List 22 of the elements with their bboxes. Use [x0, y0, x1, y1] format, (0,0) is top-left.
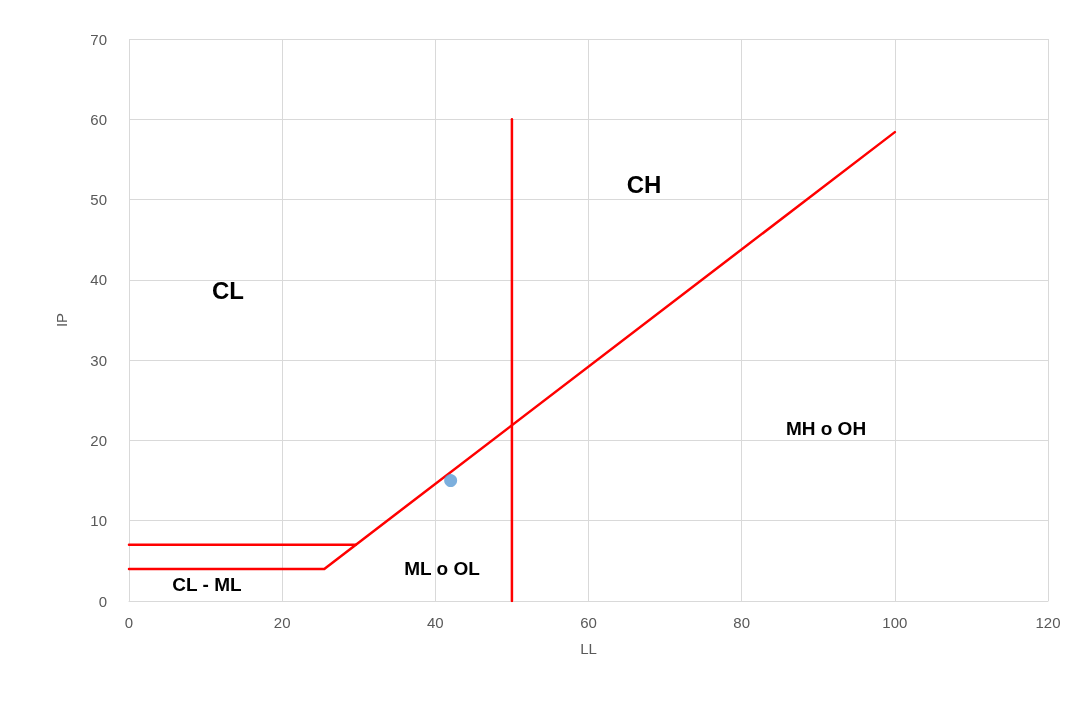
y-tick-label: 0 [98, 592, 107, 610]
y-tick-label: 60 [90, 110, 107, 128]
x-tick-label: 60 [580, 614, 597, 631]
x-tick-label: 100 [882, 614, 908, 631]
y-tick-label: 20 [90, 431, 107, 449]
x-tick-label: 80 [733, 614, 751, 631]
annotation: CL - ML [172, 573, 243, 595]
annotation: ML o OL [404, 557, 481, 579]
y-tick-label: 10 [90, 512, 107, 530]
x-tick-label: 0 [124, 614, 134, 631]
x-tick-label: 20 [273, 614, 291, 631]
annotation: CL [212, 276, 244, 304]
y-axis-title: IP [53, 312, 70, 328]
x-tick-label: 120 [1035, 614, 1061, 631]
x-tick-label: 40 [426, 614, 444, 631]
x-axis-title: LL [580, 640, 597, 657]
y-tick-label: 40 [90, 271, 107, 289]
y-tick-label: 30 [90, 351, 107, 369]
annotation: MH o OH [785, 417, 867, 439]
annotation: CH [626, 170, 662, 198]
y-tick-label: 50 [90, 191, 107, 209]
y-tick-label: 70 [90, 30, 107, 48]
